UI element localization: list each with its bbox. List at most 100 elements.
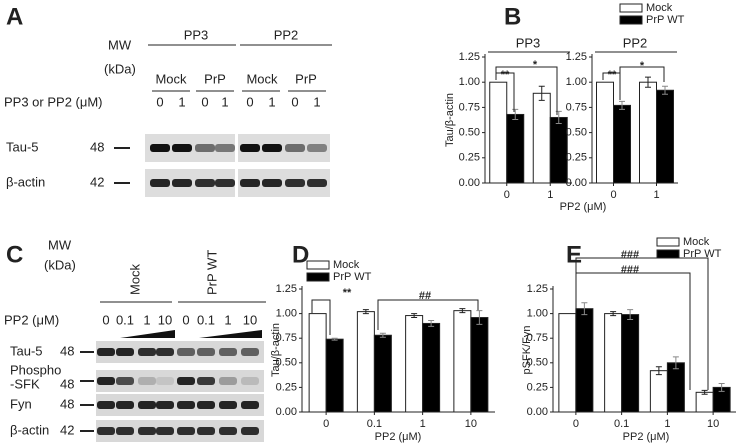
dose-label: 1 (143, 312, 150, 327)
y-tick-label: 0.50 (527, 357, 548, 369)
band (156, 401, 174, 409)
band (219, 377, 237, 385)
x-tick-label: 0 (323, 418, 329, 430)
y-tick-label: 0.75 (527, 332, 548, 344)
treatment-label: PP3 or PP2 (μM) (4, 94, 103, 109)
legend-label: PrP WT (333, 271, 372, 283)
error-bar (655, 366, 662, 376)
dose-label: 10 (158, 312, 172, 327)
significance-bracket (575, 257, 709, 390)
band (150, 144, 170, 152)
dose-label: 0 (246, 94, 253, 109)
y-axis-label: Tau/β-actin (270, 323, 282, 377)
legend-label: PrP WT (646, 14, 685, 26)
error-bar (476, 310, 483, 325)
row-label: -SFK (10, 376, 40, 391)
bar (356, 311, 375, 413)
legend-swatch (656, 237, 680, 247)
lane-label: PrP (204, 71, 226, 86)
band (240, 144, 260, 152)
chart-title: PP3 (516, 35, 541, 50)
dose-label: 1 (221, 94, 228, 109)
y-tick-label: 0.00 (527, 406, 548, 418)
band (138, 401, 156, 409)
bar (656, 89, 674, 184)
band (215, 144, 235, 152)
band (219, 348, 237, 356)
band (197, 348, 215, 356)
panel-letter: E (566, 241, 582, 268)
band (138, 348, 156, 356)
dose-label: 1 (268, 94, 275, 109)
y-tick-label: 1.25 (527, 283, 548, 295)
dose-label: 0 (201, 94, 208, 109)
y-tick-label: 1.00 (566, 76, 587, 88)
lane-label: PrP (295, 71, 317, 86)
row-label: β-actin (6, 174, 45, 189)
bar (506, 113, 525, 184)
error-bar (538, 85, 545, 101)
annotation: ** (608, 69, 617, 81)
mw-label: (kDa) (44, 257, 76, 272)
annotation: * (640, 60, 645, 72)
mw-label: (kDa) (104, 61, 136, 76)
y-tick-label: 0.75 (566, 101, 587, 113)
bar (604, 313, 623, 413)
annotation: ### (621, 249, 639, 261)
error-bar (701, 389, 708, 395)
y-tick-label: 0.50 (459, 127, 480, 139)
error-bar (718, 382, 725, 392)
band (156, 348, 174, 356)
y-tick-label: 0.50 (566, 127, 587, 139)
bar (613, 104, 631, 184)
dose-label: 1 (313, 94, 320, 109)
band (138, 377, 156, 385)
x-axis-label: PP2 (μM) (560, 201, 607, 213)
band (97, 348, 115, 356)
band (177, 377, 195, 385)
y-tick-label: 0.00 (566, 177, 587, 189)
legend-swatch (656, 249, 680, 259)
y-tick-label: 0.25 (527, 381, 548, 393)
band (285, 144, 305, 152)
group-label: PP3 (184, 27, 209, 42)
lane-label: Mock (155, 71, 187, 86)
lane-label: Mock (246, 71, 278, 86)
row-label: Fyn (10, 396, 32, 411)
band (97, 427, 115, 435)
error-bar (581, 302, 588, 316)
y-tick-label: 0.00 (459, 177, 480, 189)
band (240, 179, 260, 187)
dose-label: 1 (224, 312, 231, 327)
x-tick-label: 0.1 (614, 418, 629, 430)
panel-letter: A (6, 3, 23, 30)
dose-label: 0.1 (116, 312, 134, 327)
legend-label: Mock (683, 236, 710, 248)
legend-label: Mock (646, 2, 673, 14)
legend-label: PrP WT (683, 248, 722, 260)
row-label: Tau-5 (6, 139, 39, 154)
y-tick-label: 1.25 (276, 283, 297, 295)
x-tick-label: 1 (664, 418, 670, 430)
y-tick-label: 1.00 (276, 308, 297, 320)
bar (558, 313, 577, 413)
significance-bracket (377, 299, 479, 330)
band (307, 144, 327, 152)
bar (453, 310, 472, 413)
significance-bracket (495, 66, 558, 115)
legend-swatch (306, 260, 330, 270)
band (138, 427, 156, 435)
x-tick-label: 0 (573, 418, 579, 430)
legend-label: Mock (333, 259, 360, 271)
error-bar (645, 76, 651, 88)
row-label: β-actin (10, 422, 49, 437)
chart-title: PP2 (623, 35, 648, 50)
band (156, 427, 174, 435)
bar (308, 313, 327, 413)
y-tick-label: 1.00 (459, 76, 480, 88)
x-tick-label: 10 (465, 418, 477, 430)
dose-label: 10 (243, 312, 257, 327)
group-label: PrP WT (204, 250, 219, 295)
y-tick-label: 1.25 (459, 51, 480, 63)
x-tick-label: 0.1 (367, 418, 382, 430)
